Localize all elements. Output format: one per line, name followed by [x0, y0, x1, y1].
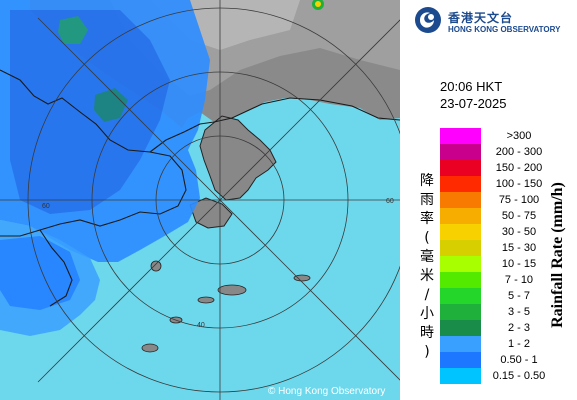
legend-swatch	[440, 160, 481, 176]
legend-swatch	[440, 320, 481, 336]
legend-swatch	[440, 272, 481, 288]
lantau-island	[189, 197, 233, 229]
copyright-notice: © Hong Kong Observatory	[268, 386, 386, 397]
coastline-2	[39, 229, 73, 307]
radar-map[interactable]: 60 40 60 © Hong Kong Observatory	[0, 0, 400, 400]
radial-lines	[0, 0, 400, 400]
radar-map-canvas: 60 40 60	[0, 0, 400, 400]
legend-title-en: Rainfall Rate (mm/h)	[549, 182, 566, 328]
legend-swatch	[440, 304, 481, 320]
island	[141, 343, 159, 353]
legend-label: 5 - 7	[507, 290, 530, 302]
legend-swatch	[440, 368, 481, 384]
legend-swatch	[440, 240, 481, 256]
legend-label: 75 - 100	[498, 194, 540, 206]
legend-label: 150 - 200	[495, 162, 543, 174]
legend-label: 7 - 10	[504, 274, 534, 286]
legend-swatch	[440, 336, 481, 352]
legend-label: 0.15 - 0.50	[492, 370, 546, 382]
range-label: 60	[42, 203, 50, 210]
island	[217, 284, 247, 296]
observation-time: 20:06 HKT	[440, 79, 503, 94]
legend-label: 2 - 3	[507, 322, 530, 334]
legend-label: 100 - 150	[495, 178, 543, 190]
legend-label: 200 - 300	[495, 146, 543, 158]
observation-date: 23-07-2025	[440, 96, 507, 111]
rain-echo-moderate	[94, 88, 128, 122]
legend-swatch	[440, 288, 481, 304]
coastline	[0, 69, 187, 237]
range-label: 60	[386, 198, 394, 205]
hko-logo-icon	[415, 7, 441, 33]
hko-logo: 香港天文台 HONG KONG OBSERVATORY	[414, 6, 574, 38]
hk-islands	[199, 115, 277, 201]
legend-label: 10 - 15	[501, 258, 537, 270]
legend-label: 0.50 - 1	[500, 354, 538, 366]
rain-echo-moderate-2	[58, 16, 88, 44]
legend-title-zh: 降雨率(毫米 / 小時)	[420, 173, 434, 360]
logo-title-zh: 香港天文台	[448, 11, 514, 25]
legend-swatch	[440, 208, 481, 224]
legend-label: 15 - 30	[501, 242, 537, 254]
island	[150, 260, 162, 272]
rain-cell-north-core	[315, 1, 321, 7]
island	[197, 296, 215, 304]
rain-echo-core	[10, 10, 170, 214]
legend-swatch	[440, 192, 481, 208]
island	[293, 274, 311, 282]
coastline-3	[149, 97, 400, 153]
legend-panel: 香港天文台 HONG KONG OBSERVATORY 20:06 HKT 23…	[400, 0, 577, 400]
legend-label: >300	[506, 130, 532, 142]
legend-label: 3 - 5	[507, 306, 530, 318]
legend-swatch	[440, 128, 481, 144]
legend-swatch	[440, 256, 481, 272]
legend-swatch	[440, 176, 481, 192]
legend-swatch	[440, 224, 481, 240]
legend-label: 50 - 75	[501, 210, 537, 222]
rain-echo-southwest	[0, 236, 80, 310]
legend-label: 1 - 2	[507, 338, 530, 350]
legend-swatch	[440, 144, 481, 160]
range-label: 40	[197, 322, 205, 329]
logo-title-en: HONG KONG OBSERVATORY	[448, 25, 561, 34]
legend-label: 30 - 50	[501, 226, 537, 238]
legend-swatch	[440, 352, 481, 368]
